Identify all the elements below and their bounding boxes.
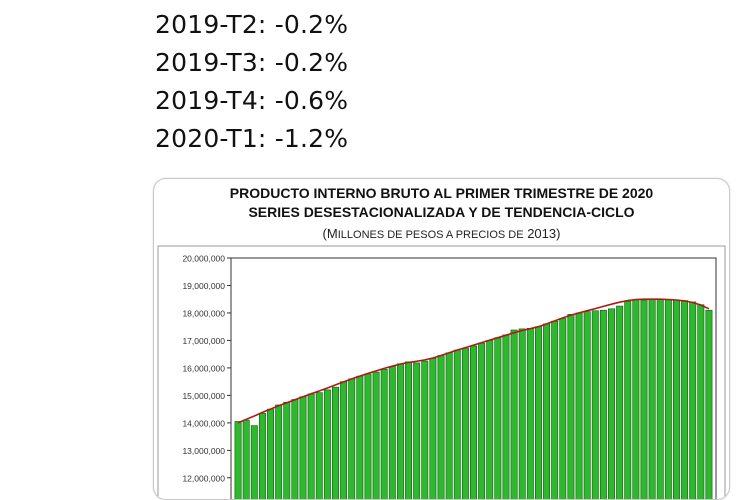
bar (437, 355, 445, 499)
bar (453, 349, 461, 499)
y-tick-label: 14,000,000 (182, 418, 225, 428)
y-tick-label: 19,000,000 (182, 281, 225, 291)
bar (307, 393, 315, 499)
chart-units-note: (MILLONES DE PESOS A PRECIOS DE 2013) (322, 226, 561, 241)
quarter-line: 2019-T2: -0.2% (155, 10, 349, 39)
bar (502, 334, 510, 499)
bar (510, 329, 518, 499)
bar (470, 345, 477, 499)
y-tick-label: 17,000,000 (182, 336, 225, 346)
bar (429, 357, 437, 499)
bar (648, 299, 656, 499)
bar (372, 371, 380, 499)
bar (689, 301, 697, 499)
bar (299, 396, 307, 499)
bar (624, 301, 632, 499)
bar (664, 299, 672, 499)
y-tick-label: 20,000,000 (182, 254, 225, 264)
bar (388, 366, 396, 499)
y-tick-label: 13,000,000 (182, 446, 225, 456)
bar (526, 328, 534, 499)
bar (380, 368, 388, 499)
bar (332, 386, 339, 499)
bar (591, 310, 599, 499)
bar (258, 412, 266, 499)
bar (551, 320, 559, 499)
bar (543, 323, 551, 499)
bar (567, 314, 575, 499)
bar (494, 337, 502, 499)
bar (486, 340, 494, 499)
bar (518, 328, 526, 499)
y-tick-label: 12,000,000 (182, 473, 225, 483)
bar (405, 361, 413, 499)
bar (291, 399, 299, 499)
bar (421, 360, 429, 499)
chart-image-card[interactable]: PRODUCTO INTERNO BRUTO AL PRIMER TRIMEST… (153, 178, 730, 500)
bar (599, 309, 607, 499)
bar (348, 378, 356, 499)
bar (396, 363, 404, 499)
bar (672, 299, 680, 499)
bar (697, 304, 705, 499)
chart-title: PRODUCTO INTERNO BRUTO AL PRIMER TRIMEST… (229, 185, 654, 201)
gdp-chart: 11,000,00012,000,00013,000,00014,000,000… (157, 245, 726, 499)
bar (364, 373, 372, 499)
bar (267, 408, 275, 499)
bar (356, 375, 364, 499)
bar (559, 318, 567, 499)
bar (283, 401, 291, 499)
bar (616, 305, 624, 499)
trend-line (237, 298, 710, 424)
bar (705, 309, 713, 499)
bar (681, 300, 689, 499)
bar (608, 308, 615, 499)
quarter-line: 2020-T1: -1.2% (155, 124, 349, 153)
bar (413, 362, 421, 499)
bar (632, 299, 640, 499)
chart-subtitle: SERIES DESESTACIONALIZADA Y DE TENDENCIA… (248, 204, 635, 220)
bar (640, 299, 648, 499)
quarter-line: 2019-T4: -0.6% (155, 86, 349, 115)
y-tick-label: 16,000,000 (182, 363, 225, 373)
y-tick-label: 18,000,000 (182, 308, 225, 318)
bar (315, 392, 323, 499)
bar (445, 352, 453, 499)
bar (478, 342, 486, 499)
bar (234, 421, 242, 499)
bar (534, 326, 542, 499)
bar (275, 404, 283, 499)
y-tick-label: 15,000,000 (182, 391, 225, 401)
bar (583, 311, 591, 499)
bar (575, 312, 583, 499)
bar (340, 381, 348, 499)
bar (656, 298, 664, 499)
bar (323, 389, 331, 499)
quarter-line: 2019-T3: -0.2% (155, 48, 349, 77)
bar (461, 347, 469, 499)
quarterly-change-list: 2019-T2: -0.2% 2019-T3: -0.2% 2019-T4: -… (155, 6, 348, 158)
bar (250, 425, 258, 499)
bar (242, 419, 250, 499)
